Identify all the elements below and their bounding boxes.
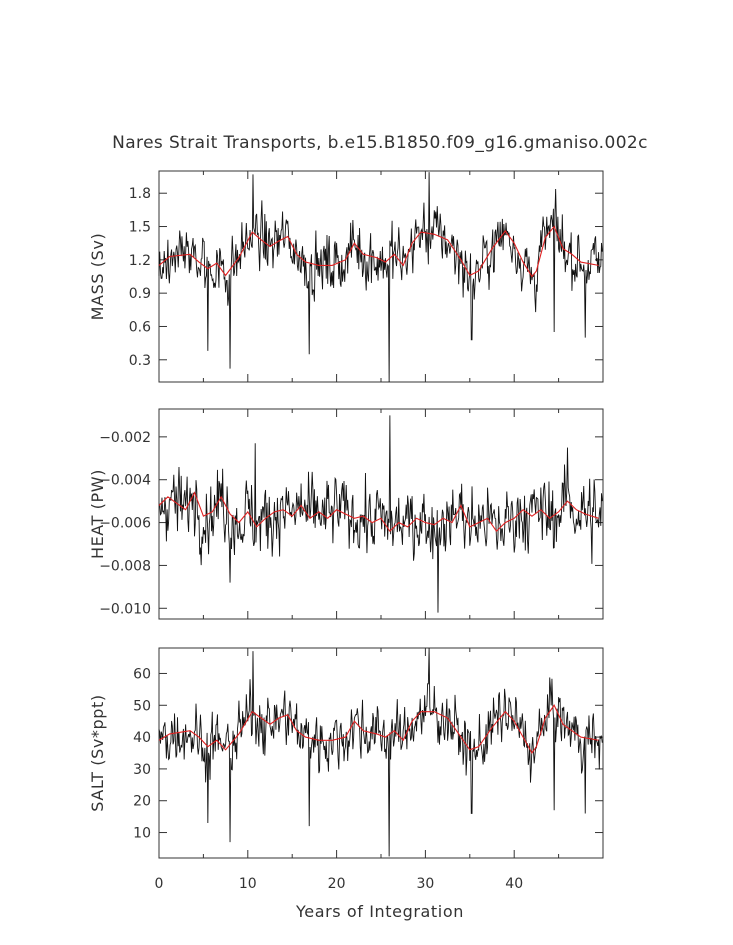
heat-y-tick-label: −0.002 [99, 430, 151, 446]
salt-panel: 10 20 30 40 50 60 SALT (Sv*ppt) [88, 647, 604, 859]
x-tick-labels: 0 10 20 30 40 [155, 876, 524, 892]
mass-y-tick-label: 1.5 [129, 220, 151, 236]
mass-y-tick-label: 1.8 [129, 186, 151, 202]
mass-y-tick-label: 0.3 [129, 353, 151, 369]
mass-running-mean-series [158, 225, 599, 278]
salt-y-tick-label: 20 [133, 794, 151, 810]
heat-running-mean-series [158, 491, 599, 532]
salt-monthly-series [158, 647, 603, 857]
salt-y-tick-label: 10 [133, 826, 151, 842]
salt-y-axis-label: SALT (Sv*ppt) [88, 694, 107, 811]
mass-y-axis-label: MASS (Sv) [88, 233, 107, 321]
mass-plot-frame [158, 170, 604, 383]
x-tick-label: 30 [416, 876, 434, 892]
heat-y-tick-label: −0.010 [99, 601, 151, 617]
salt-plot-frame [158, 647, 604, 859]
mass-y-tick-label: 1.2 [129, 253, 151, 269]
mass-panel: 0.3 0.6 0.9 1.2 1.5 1.8 MASS (Sv) [88, 170, 604, 383]
heat-monthly-series [158, 415, 603, 613]
chart-title: Nares Strait Transports, b.e15.B1850.f09… [112, 133, 648, 153]
mass-y-tick-label: 0.9 [129, 286, 151, 302]
mass-y-tick-label: 0.6 [129, 319, 151, 335]
heat-y-tick-label: −0.006 [99, 516, 151, 532]
salt-y-tick-label: 50 [133, 698, 151, 714]
x-axis-label: Years of Integration [295, 902, 464, 921]
salt-y-tick-label: 60 [133, 666, 151, 682]
x-tick-label: 40 [505, 876, 523, 892]
salt-running-mean-series [158, 704, 599, 755]
heat-y-tick-label: −0.004 [99, 473, 151, 489]
heat-y-tick-label: −0.008 [99, 558, 151, 574]
heat-y-axis-label: HEAT (PW) [88, 469, 107, 559]
x-tick-label: 20 [328, 876, 346, 892]
heat-panel: −0.010 −0.008 −0.006 −0.004 −0.002 HEAT (PW) [88, 408, 604, 620]
mass-monthly-series [158, 172, 603, 383]
x-tick-label: 10 [239, 876, 257, 892]
x-tick-label: 0 [155, 876, 164, 892]
salt-y-tick-label: 30 [133, 762, 151, 778]
salt-y-tick-label: 40 [133, 730, 151, 746]
